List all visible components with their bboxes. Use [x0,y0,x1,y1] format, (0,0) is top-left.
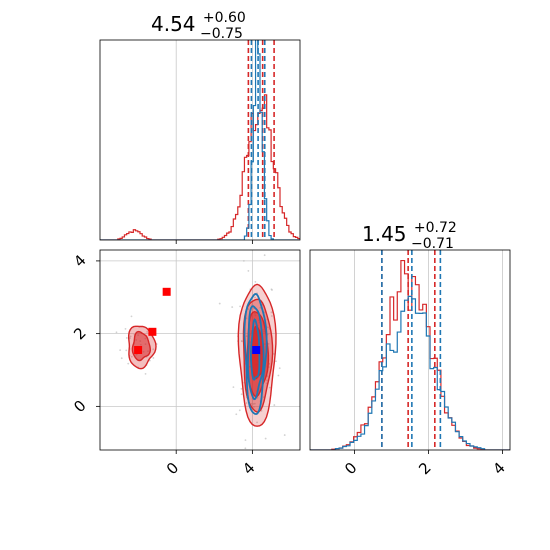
joint-sample-point [130,355,133,358]
marginal-1-title-sub: −0.75 [200,26,243,42]
joint-sample-point [130,315,133,318]
joint-xtick-label: 4 [239,459,258,478]
marginal-2-xtick-label: 2 [415,459,434,478]
joint-contours [115,254,286,450]
joint-sample-point [152,348,155,351]
joint-frame [99,249,301,451]
marginal-2-title-sub: −0.71 [411,236,454,252]
joint-sample-point [238,409,241,412]
joint-sample-point [239,305,241,308]
marginal-2-histogram-1 [310,295,510,450]
joint-sample-point [283,434,286,436]
marginal-2-xtick-label: 0 [341,459,360,478]
joint-sample-point [245,402,248,404]
joint-tick-marks [96,260,253,454]
joint-blue-contour-1 [246,305,265,401]
marginal-1-tick-marks [175,240,253,244]
joint-panel: 0 4 0 2 4 [70,249,301,478]
marginal-2-histograms [310,250,510,450]
joint-sample-point [256,421,258,424]
joint-sample-point [244,439,247,442]
joint-sample-point [260,409,263,412]
joint-sample-point [124,327,127,330]
joint-sample-point [241,340,243,343]
marginal-2-title-value: 1.45 [362,222,407,246]
joint-sample-point [120,357,123,360]
joint-blue-contour-2 [250,318,261,381]
joint-blue-marker [252,346,261,354]
joint-blue-contour-0 [243,293,268,415]
marginal-2-title-sup: +0.72 [414,220,457,236]
joint-sample-point [125,349,128,352]
joint-sample-point [115,331,118,334]
joint-sample-point [242,260,245,262]
marginal-1-title-sup: +0.60 [203,10,246,26]
joint-red-marker [162,287,171,296]
joint-sample-point [152,357,155,359]
joint-sample-point [254,296,256,299]
joint-sample-point [254,281,257,283]
joint-sample-point [247,308,250,310]
joint-sample-point [268,386,271,389]
joint-sample-point [235,413,238,416]
joint-sample-point [232,386,235,389]
joint-sample-point [277,374,280,377]
joint-sample-point [266,379,269,382]
marginal-panel-1: 4.54 +0.60 −0.75 [99,3,301,244]
joint-sample-point [125,337,128,339]
joint-sample-point [253,405,255,408]
marginal-1-frame [99,39,301,241]
joint-sample-point [127,362,130,365]
marginal-1-histogram-0 [100,94,300,240]
marginal-2-gridlines [354,250,503,450]
joint-sample-point [129,335,132,338]
joint-sample-point [270,288,273,291]
joint-sample-point [273,404,276,406]
joint-sample-point [270,311,273,314]
joint-sample-point [270,315,273,317]
marginal-2-title: 1.45 +0.72 −0.71 [362,213,463,252]
joint-xtick-label: 0 [163,459,182,478]
joint-sample-point [264,437,267,440]
joint-sample-point [263,254,266,257]
marginal-panel-2: 0 2 4 1.45 +0.72 −0.71 [309,213,511,478]
marginal-1-title: 4.54 +0.60 −0.75 [151,3,252,42]
marginal-2-histogram-0 [310,259,510,450]
joint-sample-point [278,367,281,370]
joint-ytick-label: 2 [70,324,89,343]
joint-sample-point [231,306,234,308]
joint-sample-point [240,393,243,396]
marginal-1-histograms [100,40,300,240]
joint-sample-point [252,403,255,405]
joint-sample-point [244,447,247,450]
marginal-1-gridlines [175,40,253,240]
marginal-2-xtick-label: 4 [489,459,508,478]
joint-ytick-label: 0 [70,397,89,416]
marginal-2-tick-labels: 0 2 4 [341,459,509,478]
joint-sample-point [253,402,256,405]
joint-red-marker [134,346,143,354]
joint-sample-point [267,326,269,329]
joint-ytick-label: 4 [70,251,89,270]
joint-sample-point [250,402,253,405]
joint-sample-point [119,349,122,352]
marginal-2-frame [309,249,511,451]
joint-sample-point [245,335,248,338]
joint-sample-point [247,270,250,272]
joint-red-marker [148,327,157,336]
joint-sample-point [240,387,243,390]
joint-sample-point [275,360,277,363]
joint-sample-point [146,331,149,333]
marginal-1-title-value: 4.54 [151,12,196,36]
marginal-1-histogram-1 [100,40,300,240]
joint-sample-point [267,342,270,345]
joint-sample-point [144,372,147,375]
joint-sample-point [218,302,221,305]
marginal-2-tick-marks [354,450,503,454]
joint-tick-labels: 0 4 0 2 4 [70,251,258,478]
joint-sample-point [129,337,131,339]
